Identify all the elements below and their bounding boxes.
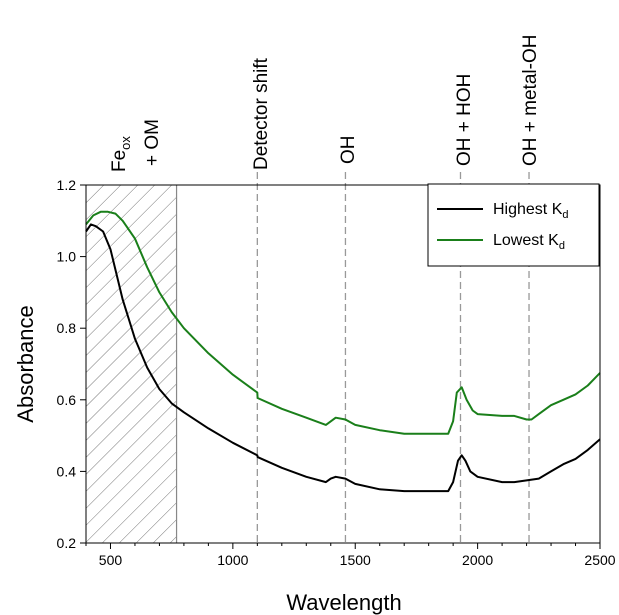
x-tick-label-0: 500 <box>99 552 123 568</box>
shaded-region-label: Feox + OM <box>109 119 163 172</box>
refline-label-oh-hoh: OH + HOH <box>454 74 475 166</box>
x-tick-label-3: 2000 <box>462 552 493 568</box>
legend: Highest Kd Lowest Kd <box>427 183 600 267</box>
x-axis-label: Wavelength <box>286 590 401 615</box>
y-tick-label-1: 0.4 <box>57 463 77 479</box>
series-line-1 <box>85 210 601 435</box>
refline-label-oh: OH <box>338 136 359 165</box>
shaded-region-label-line2: + OM <box>142 119 163 166</box>
x-tick-label-1: 1000 <box>217 552 248 568</box>
x-tick-label-2: 1500 <box>340 552 371 568</box>
y-tick-label-3: 0.8 <box>57 320 77 336</box>
y-tick-label-5: 1.2 <box>57 177 77 193</box>
y-axis-label: Absorbance <box>13 305 38 422</box>
x-tick-label-4: 2500 <box>584 552 615 568</box>
y-tick-label-0: 0.2 <box>57 535 77 551</box>
plot-frame <box>85 184 601 544</box>
refline-label-oh-metal-oh: OH + metal-OH <box>520 35 541 166</box>
y-tick-label-2: 0.6 <box>57 392 77 408</box>
refline-label-detector-shift: Detector shift <box>251 57 272 170</box>
legend-lowest-name: Lowest K <box>493 232 559 249</box>
series-line-0 <box>85 223 601 493</box>
y-tick-label-4: 1.0 <box>57 249 77 265</box>
legend-box <box>427 183 600 267</box>
shaded-region <box>86 185 177 543</box>
legend-highest-sub: d <box>562 209 568 221</box>
legend-label-lowest: Lowest Kd <box>493 232 565 252</box>
legend-lowest-sub: d <box>559 240 565 252</box>
fe-text: Fe <box>109 150 130 172</box>
fe-subscript: ox <box>118 136 133 150</box>
legend-label-highest: Highest Kd <box>493 201 569 221</box>
shaded-region-label-main: Feox <box>109 136 133 172</box>
legend-highest-name: Highest K <box>493 201 563 218</box>
